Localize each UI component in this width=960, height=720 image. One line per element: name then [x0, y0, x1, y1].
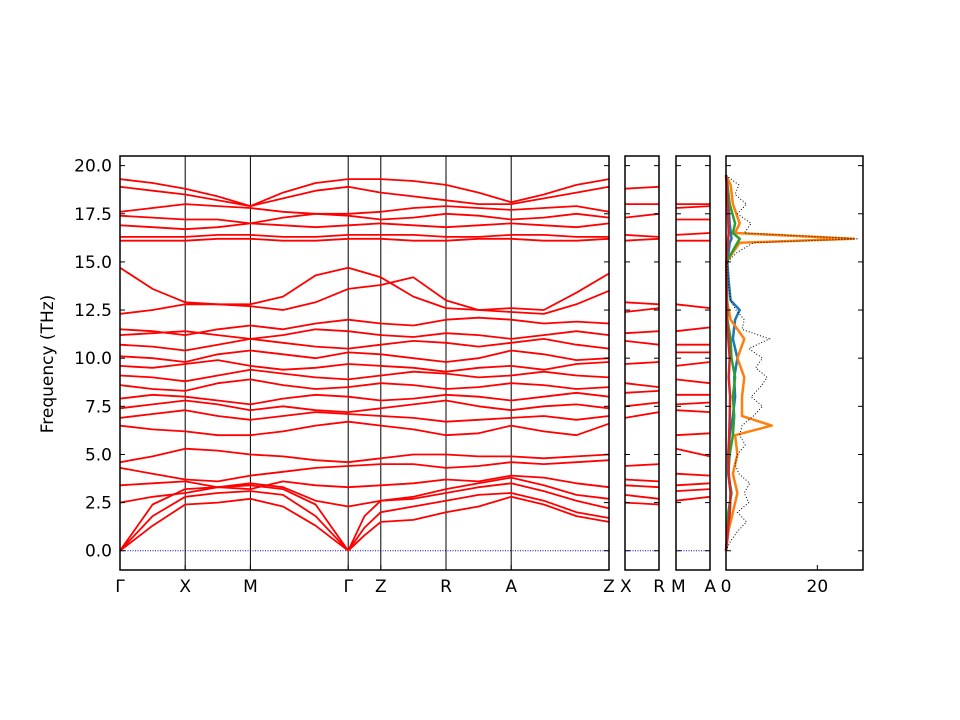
band-line-band-26 — [119, 185, 610, 208]
band-line-ma-11 — [675, 361, 711, 367]
x-tick-label: M — [243, 577, 258, 597]
band-line-band-20 — [119, 266, 610, 311]
y-tick-label: 7.5 — [85, 397, 112, 417]
band-line-band-23 — [119, 222, 610, 231]
band-line-band-27 — [119, 178, 610, 208]
y-tick-label: 17.5 — [74, 205, 112, 225]
band-line-ma-2 — [675, 488, 711, 492]
band-line-band-12 — [119, 378, 610, 392]
dos-x-tick-label: 0 — [721, 577, 732, 597]
band-line-xr-4 — [624, 478, 660, 483]
dos-x-tick-label: 20 — [807, 577, 829, 597]
band-line-ma-17 — [675, 232, 711, 236]
band-line-band-17 — [119, 328, 610, 340]
path-1-frame — [119, 155, 610, 571]
band-line-xr-7 — [624, 401, 660, 408]
band-line-ma-15 — [675, 303, 711, 309]
band-line-band-22 — [120, 233, 609, 238]
band-line-band-14 — [119, 359, 610, 373]
x-tick-label: A — [505, 577, 517, 597]
band-line-xr-14 — [624, 301, 660, 306]
band-line-xr-9 — [624, 382, 660, 388]
band-line-ma-8 — [675, 401, 711, 406]
band-line-xr-2 — [624, 494, 660, 500]
band-line-band-10 — [119, 399, 610, 414]
band-line-acoustic-2 — [119, 490, 610, 552]
band-line-band-5 — [119, 474, 610, 491]
band-line-band-9 — [119, 409, 610, 423]
band-line-ma-7 — [675, 409, 711, 413]
x-tick-label: A — [704, 577, 716, 597]
band-line-band-8 — [119, 420, 610, 437]
y-tick-label: 5.0 — [85, 445, 112, 465]
band-line-xr-15 — [624, 237, 660, 242]
y-tick-label: 10.0 — [74, 349, 112, 369]
band-line-ma-3 — [675, 482, 711, 487]
x-tick-label: M — [671, 577, 686, 597]
y-axis-title: Frequency (THz) — [38, 295, 58, 434]
y-tick-label: 2.5 — [85, 494, 112, 514]
dos-frame — [725, 155, 864, 571]
band-line-xr-8 — [624, 390, 660, 394]
band-line-acoustic-3 — [119, 482, 610, 552]
band-line-ma-4 — [675, 472, 711, 477]
band-line-ma-5 — [675, 447, 711, 458]
band-line-band-15 — [119, 349, 610, 363]
y-tick-label: 15.0 — [74, 253, 112, 273]
band-line-xr-6 — [624, 411, 660, 419]
y-tick-label: 0.0 — [85, 542, 112, 562]
band-line-xr-3 — [624, 484, 660, 489]
band-line-xr-1 — [624, 501, 660, 506]
band-line-band-6 — [119, 459, 610, 483]
dos-total-line — [725, 174, 859, 551]
band-line-band-25 — [119, 203, 610, 215]
band-line-band-24 — [119, 212, 610, 225]
x-tick-label: X — [620, 577, 632, 597]
band-line-acoustic-1 — [119, 495, 610, 552]
band-line-ma-19 — [675, 205, 711, 209]
band-line-band-19 — [119, 276, 610, 315]
band-line-xr-11 — [624, 340, 660, 346]
band-line-band-21 — [120, 237, 610, 242]
path-3-frame — [675, 155, 711, 571]
band-line-xr-12 — [624, 330, 660, 335]
x-tick-label: R — [653, 577, 665, 597]
band-line-xr-16 — [624, 234, 660, 238]
x-tick-label: Γ — [343, 577, 353, 597]
band-line-band-7 — [119, 447, 610, 464]
plot-panels: 0.0 2.5 5.0 7.5 10.0 12.5 15.0 17.5 20.0 Γ X M Γ Z R A Z… — [74, 155, 864, 597]
x-tick-label: Z — [603, 577, 615, 597]
x-tick-label: Z — [375, 577, 387, 597]
band-line-band-18 — [119, 316, 610, 337]
band-line-ma-14 — [675, 326, 711, 333]
x-tick-label: Γ — [115, 577, 125, 597]
path-2-frame — [624, 155, 660, 571]
band-line-ma-6 — [675, 432, 711, 437]
dos-projected-line-4 — [724, 175, 732, 551]
band-line-ma-1 — [675, 495, 711, 502]
band-line-xr-10 — [624, 361, 660, 365]
x-tick-label: R — [440, 577, 452, 597]
band-line-xr-13 — [624, 307, 660, 313]
y-tick-label: 12.5 — [74, 301, 112, 321]
x-tick-label: X — [179, 577, 191, 597]
band-line-band-13 — [119, 368, 610, 383]
band-line-band-4 — [119, 476, 610, 508]
band-line-xr-17 — [624, 212, 660, 219]
y-tick-label: 20.0 — [74, 157, 112, 177]
dos-projected-line-2 — [724, 174, 856, 551]
band-line-xr-5 — [624, 463, 660, 467]
band-line-band-16 — [119, 337, 610, 352]
band-line-band-11 — [119, 391, 610, 406]
band-line-xr-19 — [624, 185, 660, 190]
band-line-ma-10 — [675, 378, 711, 385]
